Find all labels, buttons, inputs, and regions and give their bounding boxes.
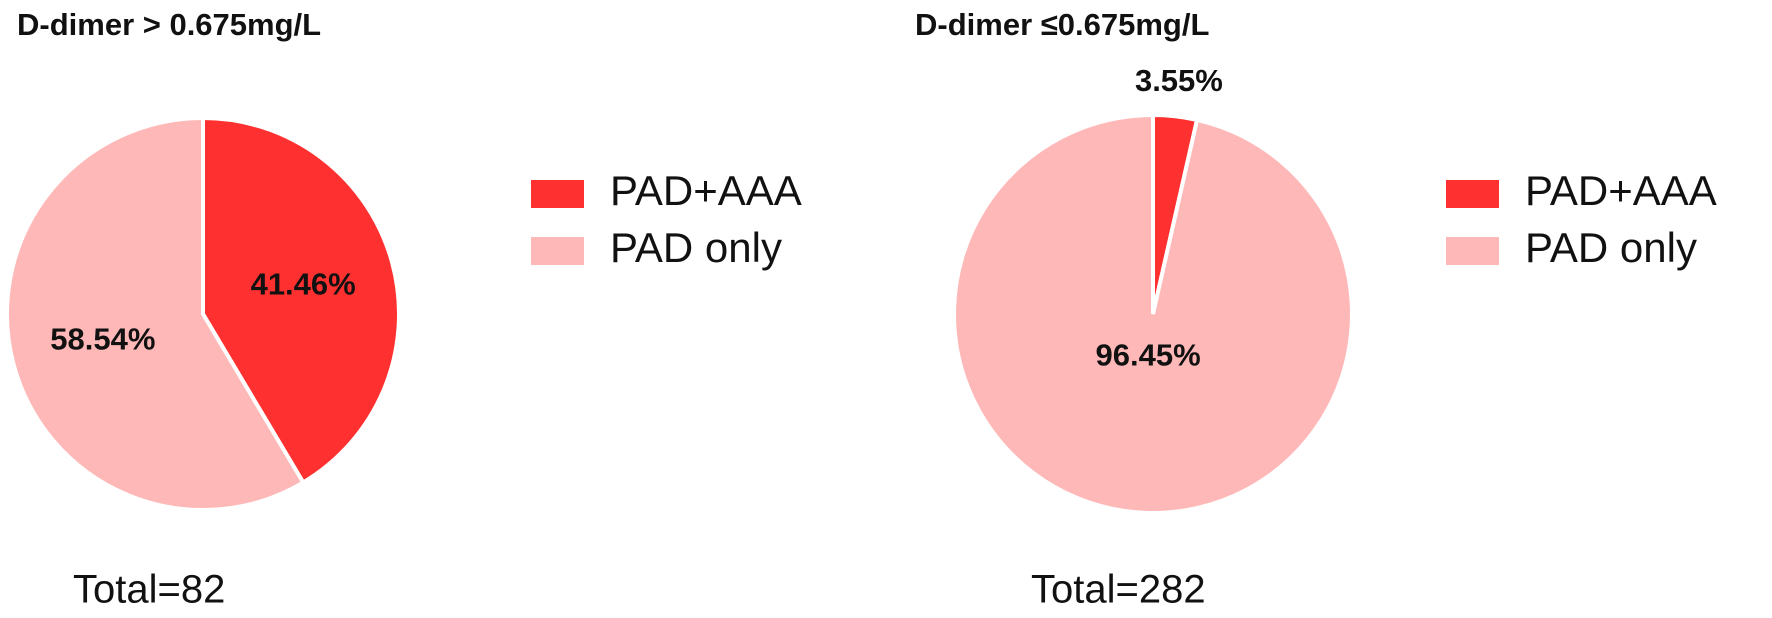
legend-swatch — [531, 180, 584, 208]
pie-slice — [5, 115, 306, 512]
slice-label: 3.55% — [1135, 63, 1223, 98]
pie-slice — [201, 115, 401, 486]
legend-label: PAD+AAA — [610, 167, 802, 214]
pie-slice — [952, 112, 1354, 515]
legend-label: PAD+AAA — [1525, 167, 1717, 214]
slice-label: 41.46% — [251, 267, 356, 302]
legend-swatch — [1446, 237, 1499, 265]
chart-title: D-dimer > 0.675mg/L — [17, 7, 321, 42]
legend-swatch — [531, 237, 584, 265]
total-annotation: Total=282 — [1031, 568, 1206, 612]
legend-label: PAD only — [610, 224, 782, 271]
slice-label: 58.54% — [50, 322, 155, 357]
slice-label: 96.45% — [1096, 338, 1201, 373]
chart-title: D-dimer ≤0.675mg/L — [915, 7, 1209, 42]
legend-swatch — [1446, 180, 1499, 208]
legend-label: PAD only — [1525, 224, 1697, 271]
total-annotation: Total=82 — [73, 568, 225, 612]
